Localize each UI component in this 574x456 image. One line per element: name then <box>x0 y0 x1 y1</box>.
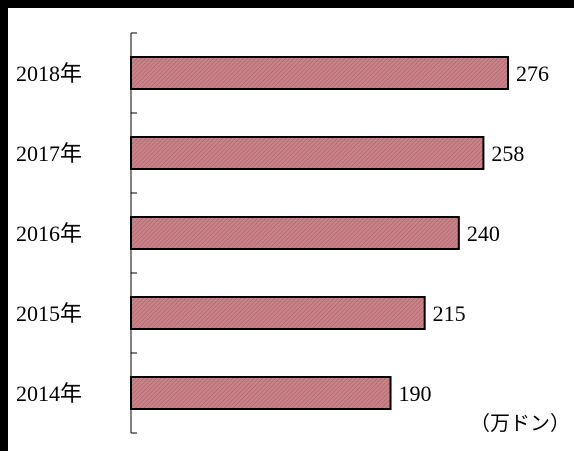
category-label: 2017年 <box>16 141 82 166</box>
unit-label: （万ドン） <box>470 412 570 435</box>
category-label: 2014年 <box>16 381 82 406</box>
value-label: 240 <box>467 221 500 246</box>
bar-2015年 <box>130 296 426 330</box>
value-label: 190 <box>399 381 432 406</box>
bar-2017年 <box>130 136 485 170</box>
bars-layer <box>130 56 509 410</box>
labels-layer: 2018年 276 2017年 258 2016年 240 2015年 215 2014年 190 <box>16 61 549 406</box>
category-axis-ticks <box>131 32 137 434</box>
chart-frame-left <box>0 0 8 451</box>
category-label: 2018年 <box>16 61 82 86</box>
category-label: 2015年 <box>16 301 82 326</box>
bar-2016年 <box>130 216 460 250</box>
category-label: 2016年 <box>16 221 82 246</box>
bar-2018年 <box>130 56 509 90</box>
chart-frame-top <box>0 0 574 8</box>
value-label: 215 <box>433 301 466 326</box>
value-label: 258 <box>491 141 524 166</box>
bar-2014年 <box>130 376 392 410</box>
value-label: 276 <box>516 61 549 86</box>
